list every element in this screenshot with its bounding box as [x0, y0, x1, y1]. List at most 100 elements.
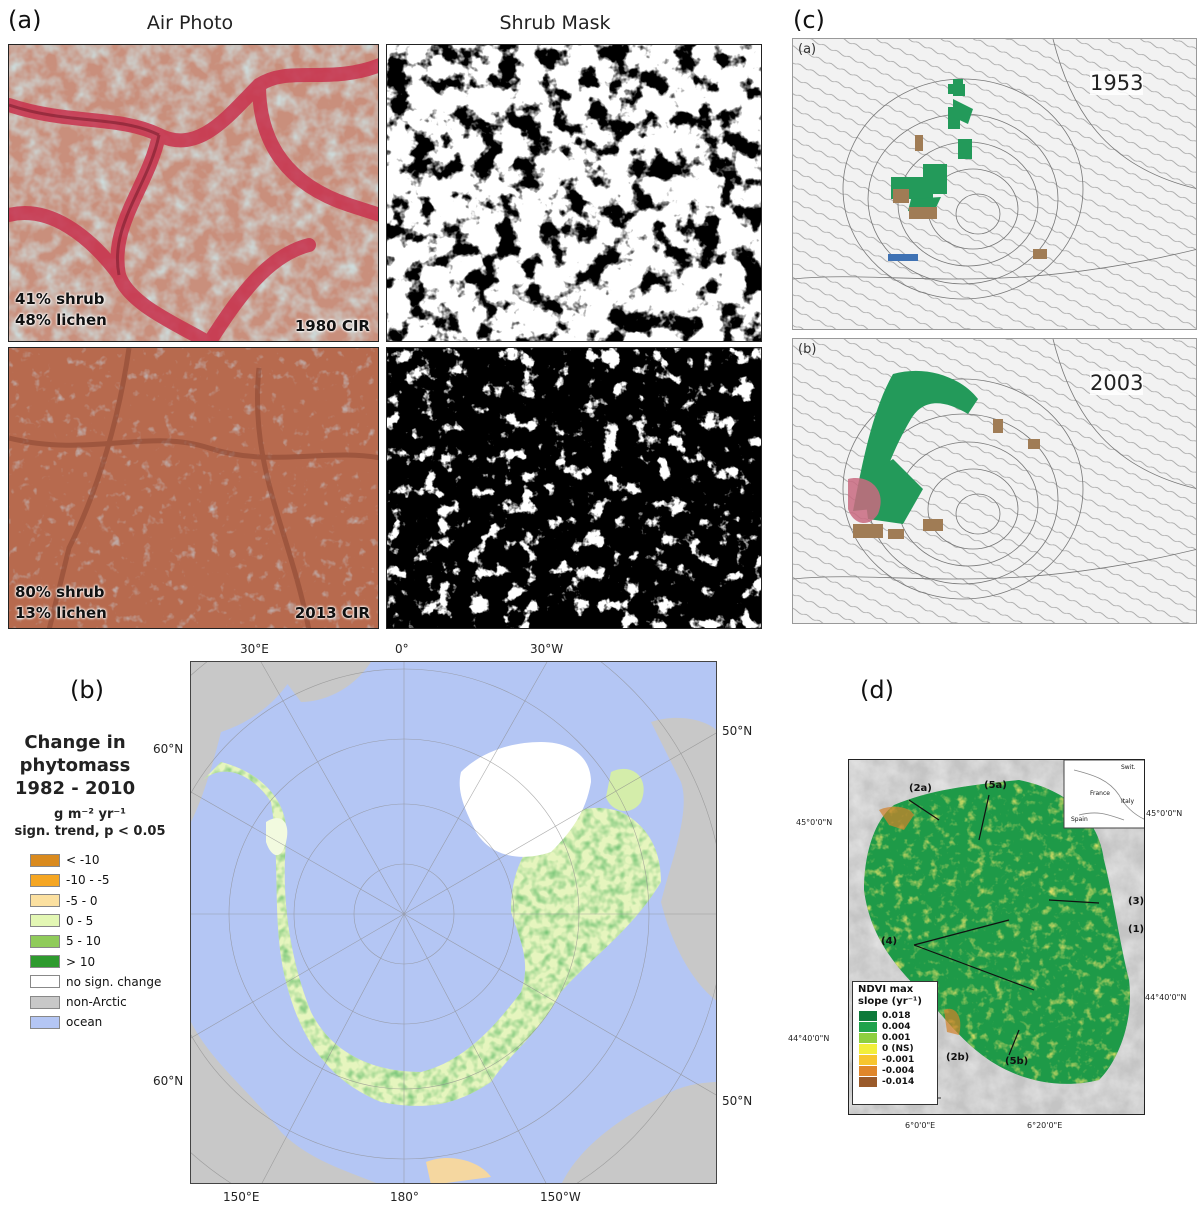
legend-label: 5 - 10 [66, 934, 101, 949]
inset-switzerland: Swit. [1121, 764, 1136, 771]
lon-label-30e: 30°E [240, 642, 269, 656]
air-photo-1980: 41% shrub 48% lichen 1980 CIR [8, 44, 379, 342]
legend-swatch [30, 995, 60, 1009]
legend-significance: sign. trend, p < 0.05 [14, 824, 166, 839]
callout-5b: (5b) [1005, 1056, 1029, 1067]
callout-1: (1) [1128, 924, 1145, 935]
shrub-mask-2013 [386, 347, 762, 629]
ndvi-legend-label: -0.004 [882, 1065, 915, 1076]
legend-label: non-Arctic [66, 995, 127, 1010]
ndvi-legend-title: NDVI max slope (yr⁻¹) [858, 984, 922, 1007]
lat-label-60n-top: 60°N [153, 742, 184, 756]
topo-map-1953: (a) 1953 [792, 38, 1197, 330]
ndvi-legend-swatch [859, 1054, 877, 1065]
ndvi-slope-map: (2a) (5a) (3) (1) (4) (2b) (5b) France I… [848, 759, 1145, 1115]
ndvi-legend-item: -0.001 [853, 1054, 937, 1065]
lon-label-0: 0° [395, 642, 409, 656]
ndvi-legend-swatch [859, 1021, 877, 1032]
legend-item: 5 - 10 [30, 933, 101, 949]
ndvi-legend-label: 0.018 [882, 1010, 911, 1021]
d-lat-4440-right: 44°40'0"N [1145, 993, 1187, 1002]
legend-label: 0 - 5 [66, 913, 94, 928]
ndvi-legend-swatch [859, 1010, 877, 1021]
d-lon-620e: 6°20'0"E [1027, 1121, 1063, 1130]
d-lat-4440-left: 44°40'0"N [788, 1034, 830, 1043]
ndvi-legend-item: -0.014 [853, 1076, 937, 1087]
legend-units: g m⁻² yr⁻¹ [54, 807, 126, 822]
d-lat-45-left: 45°0'0"N [796, 818, 833, 827]
lon-label-180: 180° [390, 1190, 419, 1204]
ndvi-legend: NDVI max slope (yr⁻¹) 0.018 0.004 0.001 0 (… [852, 981, 938, 1105]
sub-label-b: (b) [798, 342, 817, 357]
legend-label: -10 - -5 [66, 873, 110, 888]
d-lat-45-right: 45°0'0"N [1146, 809, 1183, 818]
legend-swatch [30, 1015, 60, 1029]
ndvi-legend-label: -0.014 [882, 1076, 915, 1087]
lat-label-60n-bottom: 60°N [153, 1074, 184, 1088]
lichen-pct-1980: 48% lichen [15, 311, 107, 329]
legend-item: > 10 [30, 954, 95, 970]
legend-swatch [30, 975, 60, 989]
ndvi-legend-items: 0.018 0.004 0.001 0 (NS) -0.001 -0.004 -0.014 [853, 1010, 937, 1087]
ndvi-legend-swatch [859, 1043, 877, 1054]
ndvi-legend-label: -0.001 [882, 1054, 915, 1065]
air-photo-title: Air Photo [146, 12, 234, 34]
legend-title-line-2: phytomass [19, 755, 131, 776]
topo-map-2003: (b) 2003 [792, 338, 1197, 624]
legend-swatch [30, 914, 60, 928]
panel-d-letter: (d) [860, 676, 894, 704]
callout-2a: (2a) [909, 783, 932, 794]
legend-swatch [30, 873, 60, 887]
lat-label-50n-bottom: 50°N [722, 1094, 753, 1108]
lichen-pct-2013: 13% lichen [15, 604, 107, 622]
inset-italy: Italy [1121, 798, 1135, 805]
legend-item: non-Arctic [30, 994, 127, 1010]
legend-title-line-1: Change in [24, 732, 126, 753]
legend-item: < -10 [30, 852, 99, 868]
legend-item: -5 - 0 [30, 893, 98, 909]
panel-c-letter: (c) [793, 6, 825, 34]
ndvi-legend-label: 0.001 [882, 1032, 911, 1043]
legend-swatch [30, 934, 60, 948]
ndvi-legend-swatch [859, 1065, 877, 1076]
legend-item: ocean [30, 1014, 102, 1030]
legend-item: -10 - -5 [30, 872, 110, 888]
label-2013-cir: 2013 CIR [294, 604, 370, 622]
label-1980-cir: 1980 CIR [294, 317, 370, 335]
legend-label: < -10 [66, 853, 100, 867]
d-lon-6e: 6°0'0"E [905, 1121, 936, 1130]
legend-label: ocean [66, 1015, 103, 1030]
year-1953: 1953 [1090, 71, 1144, 95]
legend-swatch [30, 955, 60, 968]
shrub-mask-title: Shrub Mask [499, 12, 611, 34]
inset-spain: Spain [1071, 816, 1088, 823]
shrub-pct-1980: 41% shrub [15, 290, 105, 308]
lon-label-150e: 150°E [223, 1190, 260, 1204]
legend-item: 0 - 5 [30, 913, 93, 929]
ndvi-legend-label: 0 (NS) [882, 1043, 914, 1054]
lat-label-50n-top: 50°N [722, 724, 753, 738]
arctic-phytomass-map [190, 661, 717, 1184]
ndvi-legend-label: 0.004 [882, 1021, 911, 1032]
callout-2b: (2b) [946, 1052, 970, 1063]
callout-5a: (5a) [984, 780, 1007, 791]
shrub-mask-1980 [386, 44, 762, 342]
legend-subtitle: g m⁻² yr⁻¹ sign. trend, p < 0.05 [10, 806, 170, 840]
legend-title: Change in phytomass 1982 - 2010 [10, 731, 140, 800]
legend-title-line-3: 1982 - 2010 [14, 778, 136, 799]
ndvi-legend-swatch [859, 1032, 877, 1043]
legend-label: > 10 [66, 954, 96, 969]
shrub-pct-2013: 80% shrub [15, 583, 105, 601]
ndvi-legend-item: 0.004 [853, 1021, 937, 1032]
year-2003: 2003 [1090, 371, 1144, 395]
callout-4: (4) [881, 936, 898, 947]
legend-item: no sign. change [30, 974, 161, 990]
legend-swatch [30, 894, 60, 908]
panel-b-letter: (b) [70, 676, 104, 704]
ndvi-legend-item: 0 (NS) [853, 1043, 937, 1054]
legend-swatch [30, 853, 60, 867]
ndvi-legend-swatch [859, 1076, 877, 1087]
inset-france: France [1090, 790, 1110, 797]
air-photo-2013: 80% shrub 13% lichen 2013 CIR [8, 347, 379, 629]
ndvi-legend-item: 0.001 [853, 1032, 937, 1043]
